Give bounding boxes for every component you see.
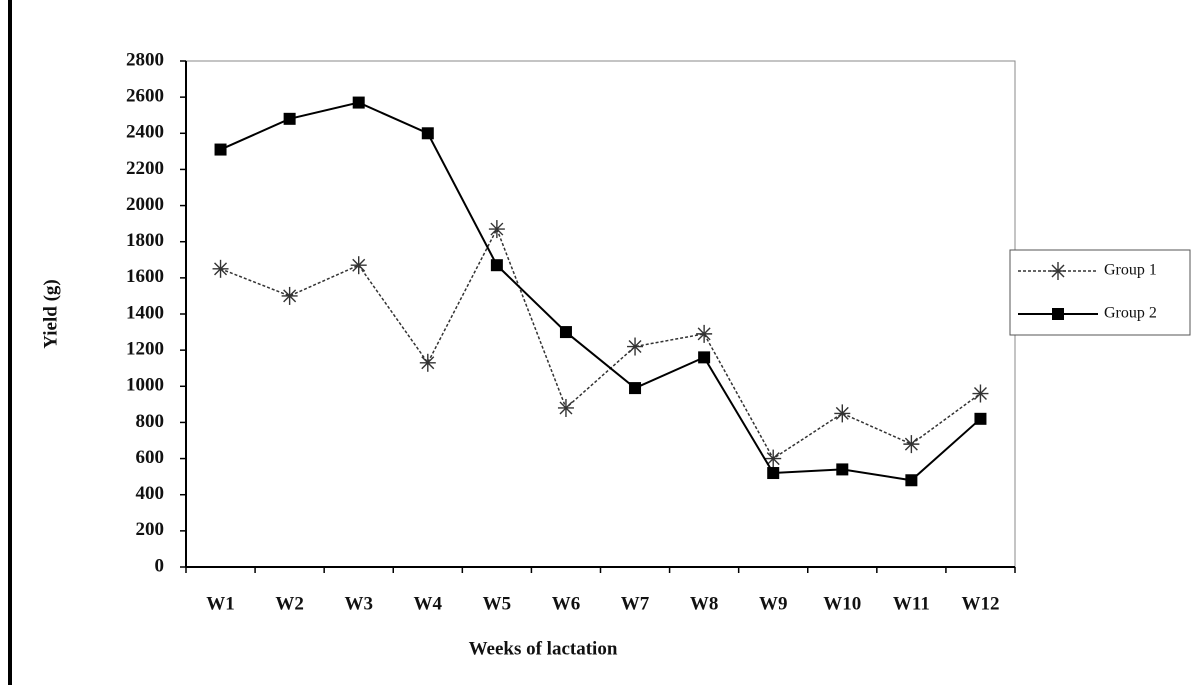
data-point — [281, 286, 298, 305]
data-point — [836, 463, 849, 476]
y-tick-label: 0 — [155, 555, 165, 576]
marker-stroke — [835, 406, 849, 420]
y-tick-label: 2400 — [126, 122, 164, 143]
y-tick-label: 1200 — [126, 339, 164, 360]
x-axis-label: Weeks of lactation — [469, 638, 618, 659]
plot-frame — [185, 60, 1016, 568]
y-tick-label: 1600 — [126, 266, 164, 287]
y-tick-label: 400 — [136, 483, 165, 504]
x-tick-label: W6 — [552, 593, 581, 614]
data-point — [767, 467, 780, 480]
y-tick-label: 1800 — [126, 230, 164, 251]
data-point — [834, 404, 851, 423]
series-line — [220, 101, 982, 482]
data-point — [214, 143, 227, 156]
x-tick-label: W11 — [893, 593, 930, 614]
y-tick-label: 1000 — [126, 375, 164, 396]
x-tick-label: W4 — [414, 593, 443, 614]
left-bar — [8, 0, 12, 685]
x-tick-label: W8 — [690, 593, 719, 614]
marker-stroke — [490, 222, 504, 236]
marker-stroke — [214, 262, 228, 276]
y-tick-label: 2200 — [126, 158, 164, 179]
data-point — [421, 127, 434, 140]
x-tick-label: W10 — [823, 593, 861, 614]
marker-stroke — [352, 258, 366, 272]
marker-stroke — [766, 452, 780, 466]
y-axis-label: Yield (g) — [40, 279, 61, 348]
y-tick-label: 2000 — [126, 194, 164, 215]
data-point — [974, 412, 987, 425]
x-tick-label: W5 — [483, 593, 512, 614]
data-point — [698, 351, 711, 364]
data-point — [490, 259, 503, 272]
x-tick-label: W9 — [759, 593, 788, 614]
x-tick-label: W2 — [275, 593, 304, 614]
series-line — [220, 227, 981, 460]
legend-marker — [1052, 308, 1064, 320]
data-point — [212, 259, 229, 278]
data-point — [352, 96, 365, 109]
marker-stroke — [904, 437, 918, 451]
y-tick-label: 2600 — [126, 86, 164, 107]
marker-stroke — [973, 387, 987, 401]
y-tick-label: 200 — [136, 519, 165, 540]
x-tick-label: W1 — [206, 593, 235, 614]
marker-stroke — [628, 340, 642, 354]
legend-marker — [1050, 262, 1066, 280]
marker-stroke — [1051, 264, 1065, 278]
x-tick-label: W7 — [621, 593, 650, 614]
y-tick-label: 600 — [136, 447, 165, 468]
data-point — [559, 326, 572, 339]
marker-stroke — [421, 356, 435, 370]
marker-stroke — [697, 327, 711, 341]
data-point — [488, 220, 505, 239]
data-point — [419, 353, 436, 372]
legend-label: Group 2 — [1104, 305, 1157, 322]
marker-stroke — [559, 401, 573, 415]
data-point — [972, 384, 989, 403]
data-point — [629, 382, 642, 395]
data-point — [696, 324, 713, 343]
y-tick-label: 800 — [136, 411, 165, 432]
data-point — [283, 112, 296, 125]
y-tick-label: 2800 — [126, 49, 164, 70]
data-point — [350, 256, 367, 275]
x-tick-label: W12 — [961, 593, 999, 614]
x-tick-label: W3 — [344, 593, 373, 614]
data-point — [903, 435, 920, 454]
data-point — [905, 474, 918, 487]
data-point — [765, 449, 782, 468]
marker-stroke — [283, 289, 297, 303]
data-point — [557, 398, 574, 417]
legend-label: Group 1 — [1104, 262, 1157, 279]
legend-box — [1009, 249, 1191, 336]
data-point — [627, 337, 644, 356]
y-tick-label: 1400 — [126, 302, 164, 323]
